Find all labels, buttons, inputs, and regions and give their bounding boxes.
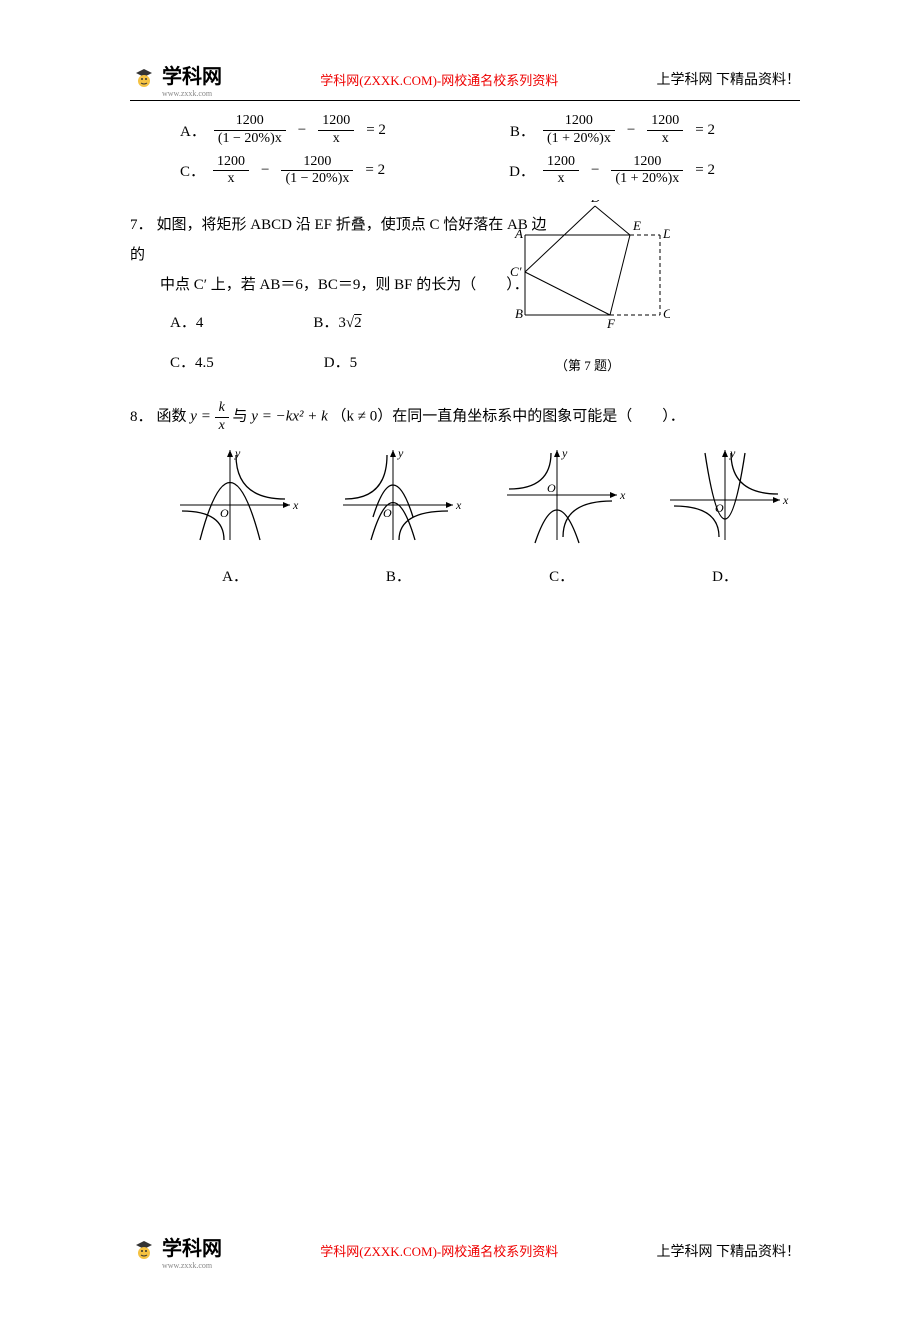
- svg-text:y: y: [234, 446, 241, 460]
- svg-text:O: O: [547, 481, 556, 495]
- svg-text:y: y: [729, 446, 736, 460]
- svg-text:C′: C′: [510, 264, 522, 279]
- q8-graph-b: x y O B．: [323, 445, 473, 592]
- q7-options-row2: C．4.5 D．5: [170, 348, 800, 378]
- svg-text:D: D: [662, 226, 670, 241]
- q6-option-a: A． 1200(1 − 20%)x − 1200x = 2: [180, 113, 390, 148]
- logo-icon: [130, 1237, 158, 1265]
- question-7: A B C D E F C′ D′ （第 7 题） 7．如图，将矩形 ABCD …: [130, 210, 800, 378]
- q7-opt-a: A．4: [170, 308, 203, 338]
- logo-icon: [130, 65, 158, 93]
- footer-logo: 学科网 www.zxxk.com: [130, 1232, 222, 1270]
- q7-opt-b: B．3√2√2: [313, 308, 361, 338]
- svg-text:D′: D′: [590, 200, 603, 205]
- svg-text:O: O: [220, 506, 229, 520]
- question-8: 8．函数 y = kx 与 y = −kx² + k （k ≠ 0）在同一直角坐…: [130, 400, 800, 592]
- svg-text:y: y: [397, 446, 404, 460]
- svg-text:A: A: [514, 226, 523, 241]
- q6-row1: A． 1200(1 − 20%)x − 1200x = 2 B． 1200(1 …: [180, 113, 800, 148]
- q8-label-a: A．: [160, 562, 310, 592]
- logo: 学科网 www.zxxk.com: [130, 60, 222, 98]
- q7-opt-c: C．4.5: [170, 348, 214, 378]
- q8-label-d: D．: [650, 562, 800, 592]
- footer-right: 上学科网 下精品资料！: [657, 1241, 801, 1261]
- footer-center: 学科网(ZXXK.COM)-网校通名校系列资料: [320, 1241, 558, 1260]
- logo-text: 学科网: [162, 66, 222, 88]
- svg-text:x: x: [455, 498, 462, 512]
- footer-logo-sub: www.zxxk.com: [162, 1261, 222, 1270]
- svg-text:C: C: [663, 306, 670, 321]
- q7-options-row1: A．4 B．3√2√2: [170, 308, 800, 338]
- svg-text:x: x: [782, 493, 789, 507]
- q8-graph-a: x y O A．: [160, 445, 310, 592]
- q7-figure: A B C D E F C′ D′ （第 7 题）: [505, 200, 670, 379]
- header-right: 上学科网 下精品资料！: [657, 69, 801, 89]
- svg-text:x: x: [292, 498, 299, 512]
- q8-graphs: x y O A． x y: [160, 445, 800, 592]
- q7-line1: 如图，将矩形 ABCD 沿 EF 折叠，使顶点 C 恰好落在 AB 边的: [130, 217, 547, 263]
- q7-opt-d: D．5: [324, 348, 357, 378]
- q6-option-d: D． 1200x − 1200(1 + 20%)x = 2: [509, 154, 719, 189]
- q6-option-b: B． 1200(1 + 20%)x − 1200x = 2: [510, 113, 719, 148]
- q6-row2: C． 1200x − 1200(1 − 20%)x = 2 D． 1200x −…: [180, 154, 800, 189]
- logo-sub: www.zxxk.com: [162, 89, 222, 98]
- option-label: A．: [180, 120, 206, 141]
- svg-text:y: y: [561, 446, 568, 460]
- option-label: B．: [510, 120, 535, 141]
- option-label: D．: [509, 160, 535, 181]
- footer-logo-text: 学科网: [162, 1238, 222, 1260]
- svg-text:x: x: [619, 488, 626, 502]
- q8-graph-c: x y O C．: [487, 445, 637, 592]
- svg-text:E: E: [632, 218, 641, 233]
- q7-caption: （第 7 题）: [505, 353, 670, 379]
- q7-number: 7．: [130, 217, 153, 233]
- page-footer: 学科网 www.zxxk.com 学科网(ZXXK.COM)-网校通名校系列资料…: [130, 1232, 800, 1272]
- q8-eq2: y = −kx² + k: [251, 409, 328, 425]
- q6-option-c: C． 1200x − 1200(1 − 20%)x = 2: [180, 154, 389, 189]
- header-center: 学科网(ZXXK.COM)-网校通名校系列资料: [320, 70, 558, 89]
- q8-label-c: C．: [487, 562, 637, 592]
- q8-number: 8．: [130, 409, 153, 425]
- svg-text:B: B: [515, 306, 523, 321]
- svg-text:F: F: [606, 316, 616, 331]
- option-label: C．: [180, 160, 205, 181]
- q8-label-b: B．: [323, 562, 473, 592]
- page-header: 学科网 www.zxxk.com 学科网(ZXXK.COM)-网校通名校系列资料…: [130, 60, 800, 101]
- q8-graph-d: x y O D．: [650, 445, 800, 592]
- q7-line2: 中点 C′ 上，若 AB＝6，BC＝9，则 BF 的长为（ ）．: [160, 277, 529, 293]
